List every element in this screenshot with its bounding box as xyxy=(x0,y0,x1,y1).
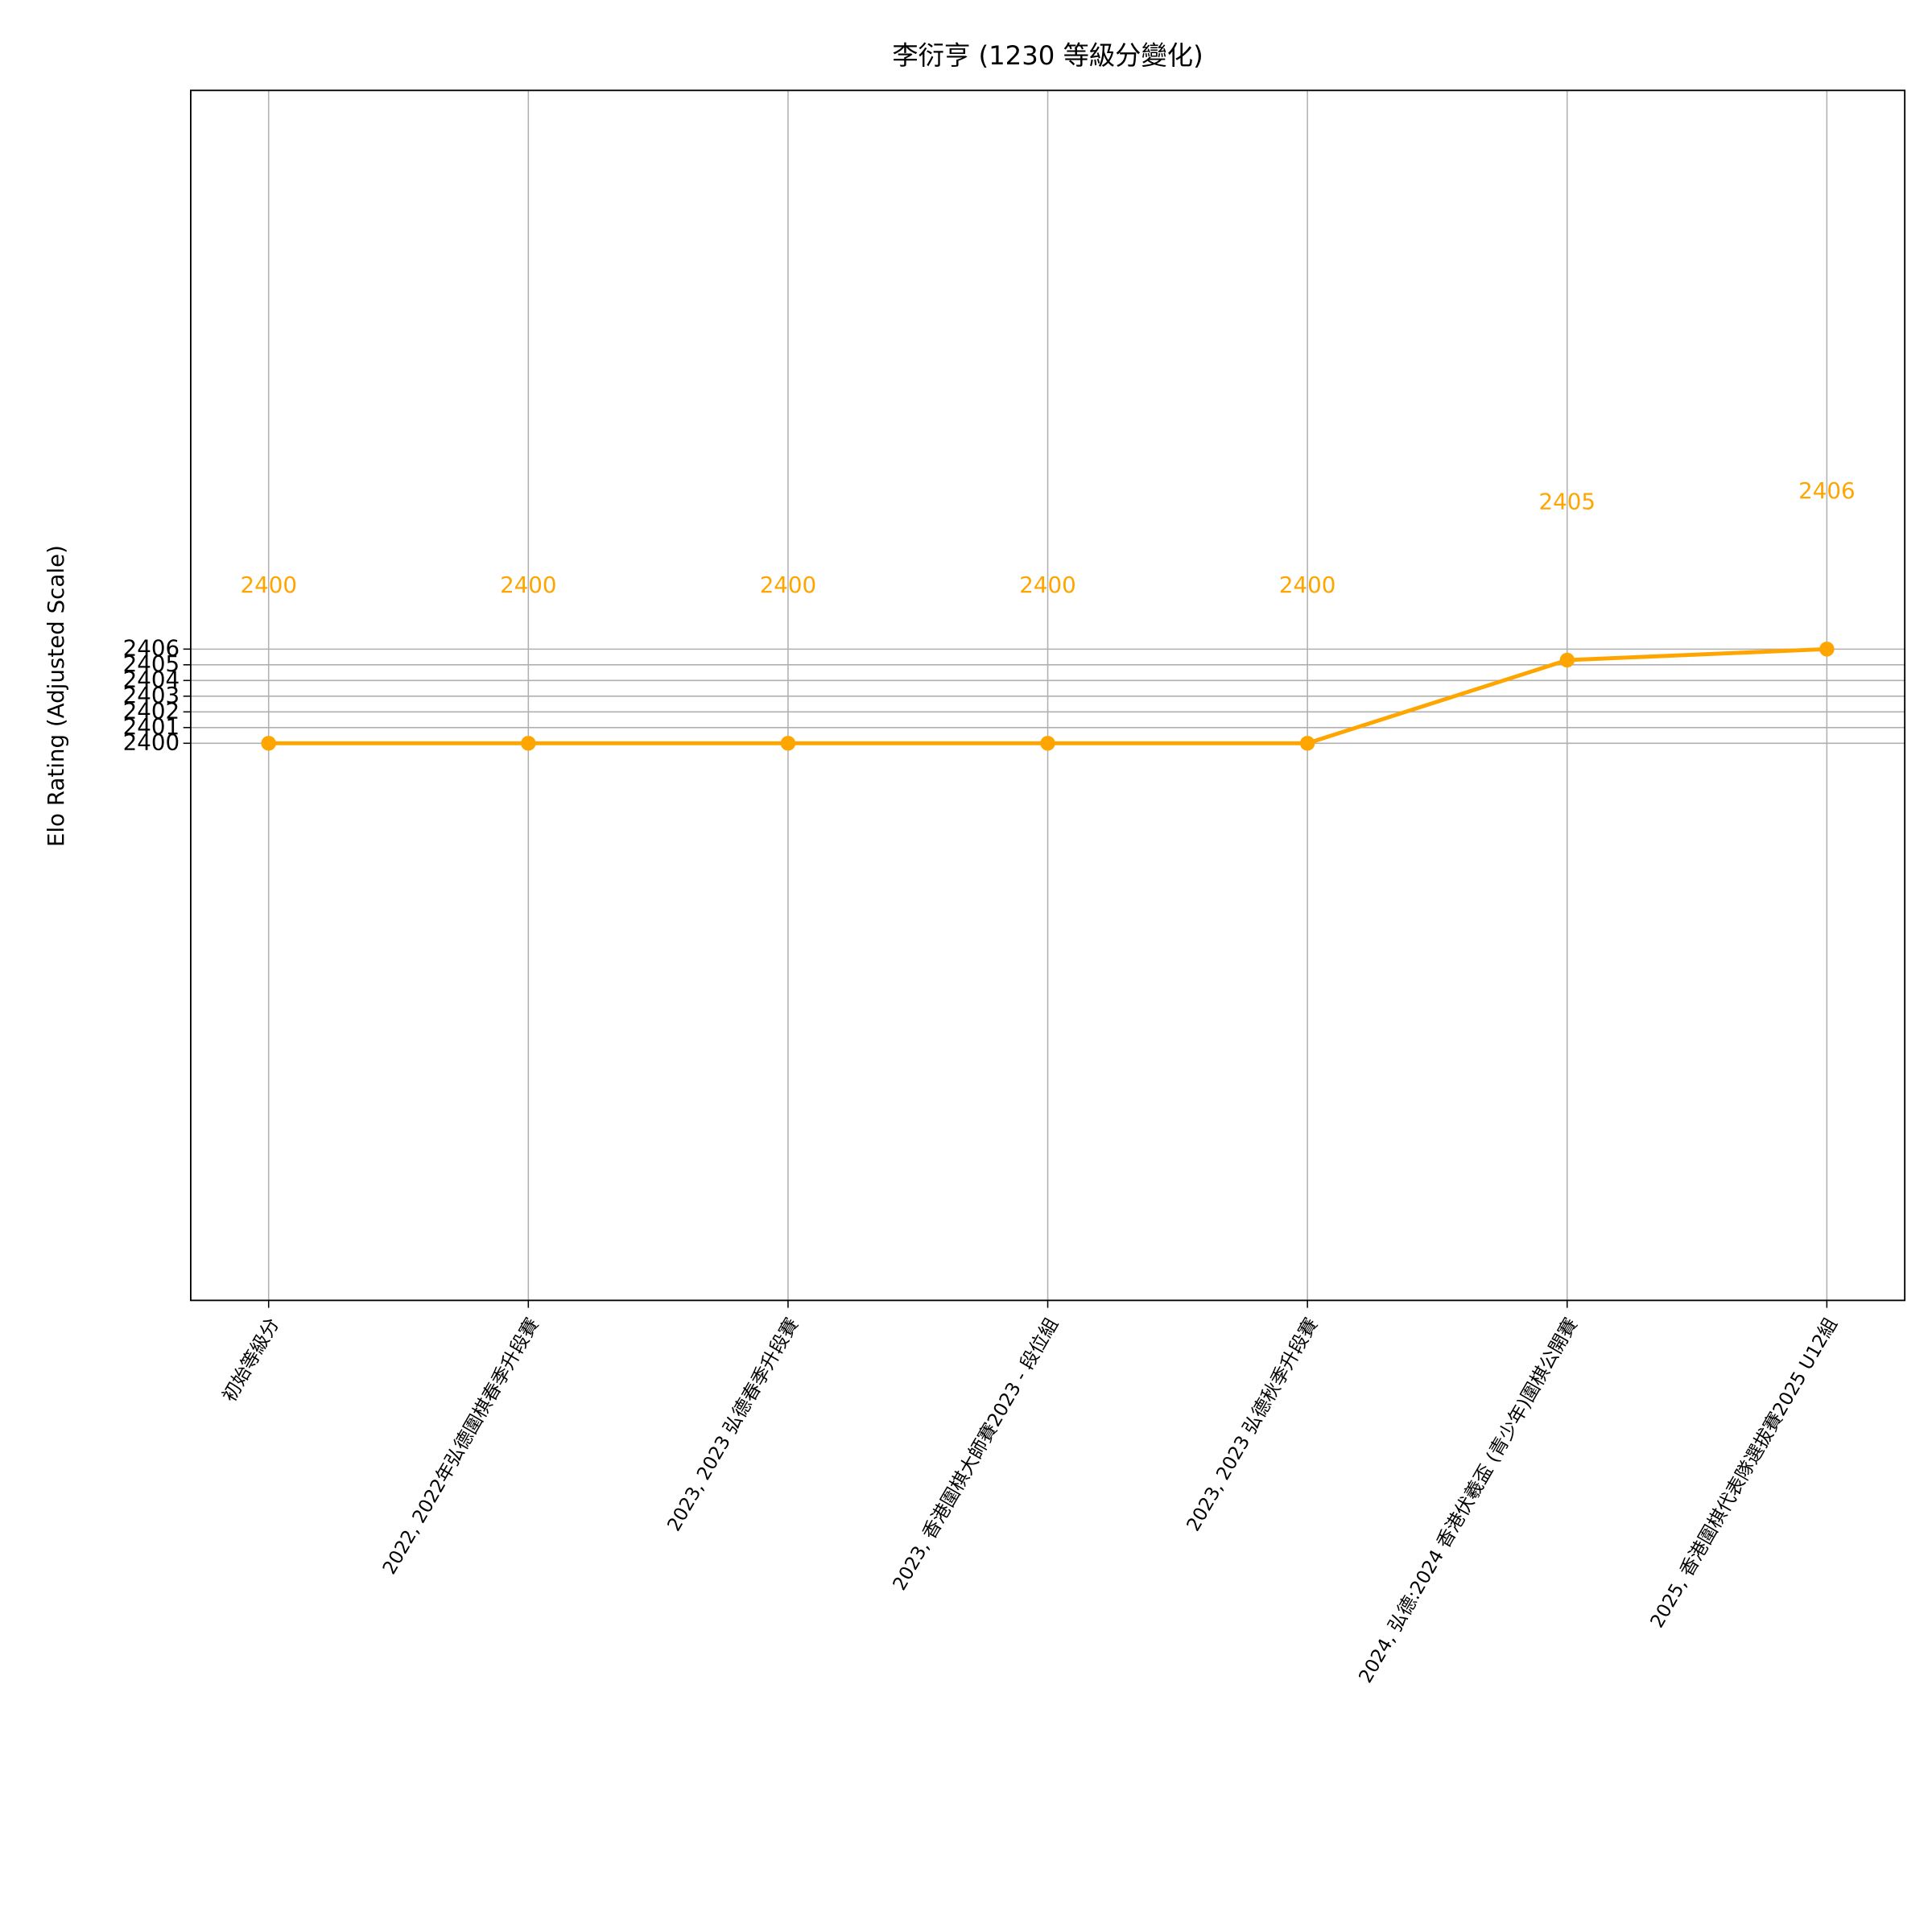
plot-frame xyxy=(190,89,1906,1302)
data-label: 2405 xyxy=(1539,489,1596,515)
y-tick-label: 2403 xyxy=(123,682,180,708)
point xyxy=(521,736,536,751)
chart-title: 李衍亨 (1230 等級分變化) xyxy=(892,40,1203,71)
point xyxy=(1559,652,1575,668)
data-label: 2400 xyxy=(500,572,556,598)
point xyxy=(261,736,276,751)
data-label: 2400 xyxy=(1019,572,1075,598)
y-tick-label: 2400 xyxy=(123,729,180,755)
y-tick-label: 2404 xyxy=(123,666,180,692)
data-label: 2400 xyxy=(240,572,296,598)
data-label: 2400 xyxy=(760,572,816,598)
y-tick-label: 2405 xyxy=(123,650,180,677)
y-tick-label: 2402 xyxy=(123,697,180,724)
y-axis-label: Elo Rating (Adjusted Scale) xyxy=(43,545,69,847)
y-tick-label: 2401 xyxy=(123,713,180,740)
data-label: 2400 xyxy=(1279,572,1335,598)
data-label: 2406 xyxy=(1798,477,1855,504)
point xyxy=(1819,642,1835,657)
point xyxy=(1040,736,1055,751)
point xyxy=(780,736,796,751)
y-tick-label: 2406 xyxy=(123,634,180,661)
point xyxy=(1299,736,1315,751)
